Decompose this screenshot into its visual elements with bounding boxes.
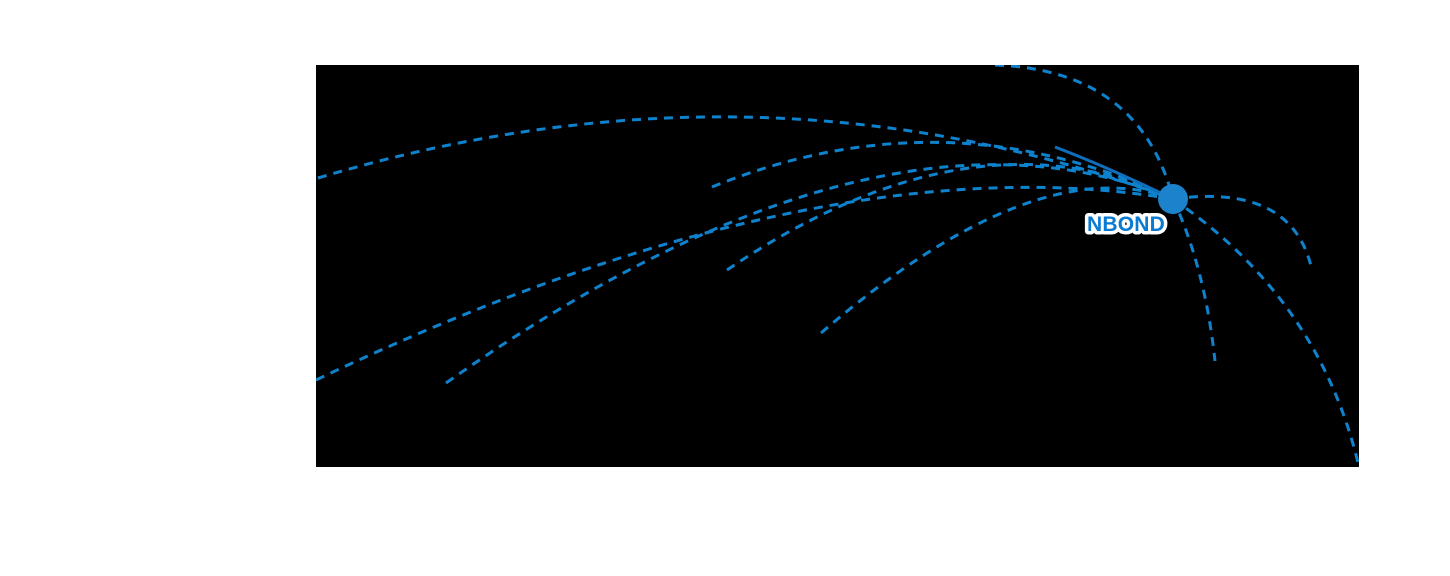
edge-southwest-shallow[interactable] — [820, 186, 1174, 335]
edge-south-short[interactable] — [1171, 198, 1217, 362]
node-label-halo-nbond: NBOND — [1087, 213, 1165, 236]
graph-node-nbond[interactable] — [1158, 184, 1188, 214]
edge-west-mid-lower[interactable] — [726, 162, 1174, 272]
edge-solid-converging[interactable] — [1054, 145, 1174, 201]
edge-southwest-steep[interactable] — [445, 163, 1174, 385]
edge-east-arc[interactable] — [1172, 194, 1313, 267]
network-graph-canvas[interactable]: NBOND NBOND — [316, 65, 1359, 467]
node-label-nbond[interactable]: NBOND — [1087, 213, 1165, 236]
edge-west-mid-upper[interactable] — [711, 140, 1174, 201]
nodes-layer — [1158, 184, 1188, 214]
edge-southeast-long[interactable] — [1172, 197, 1359, 467]
edge-north-over-top[interactable] — [994, 65, 1175, 200]
edges-layer — [316, 65, 1359, 467]
edge-west-long[interactable] — [317, 115, 1174, 201]
